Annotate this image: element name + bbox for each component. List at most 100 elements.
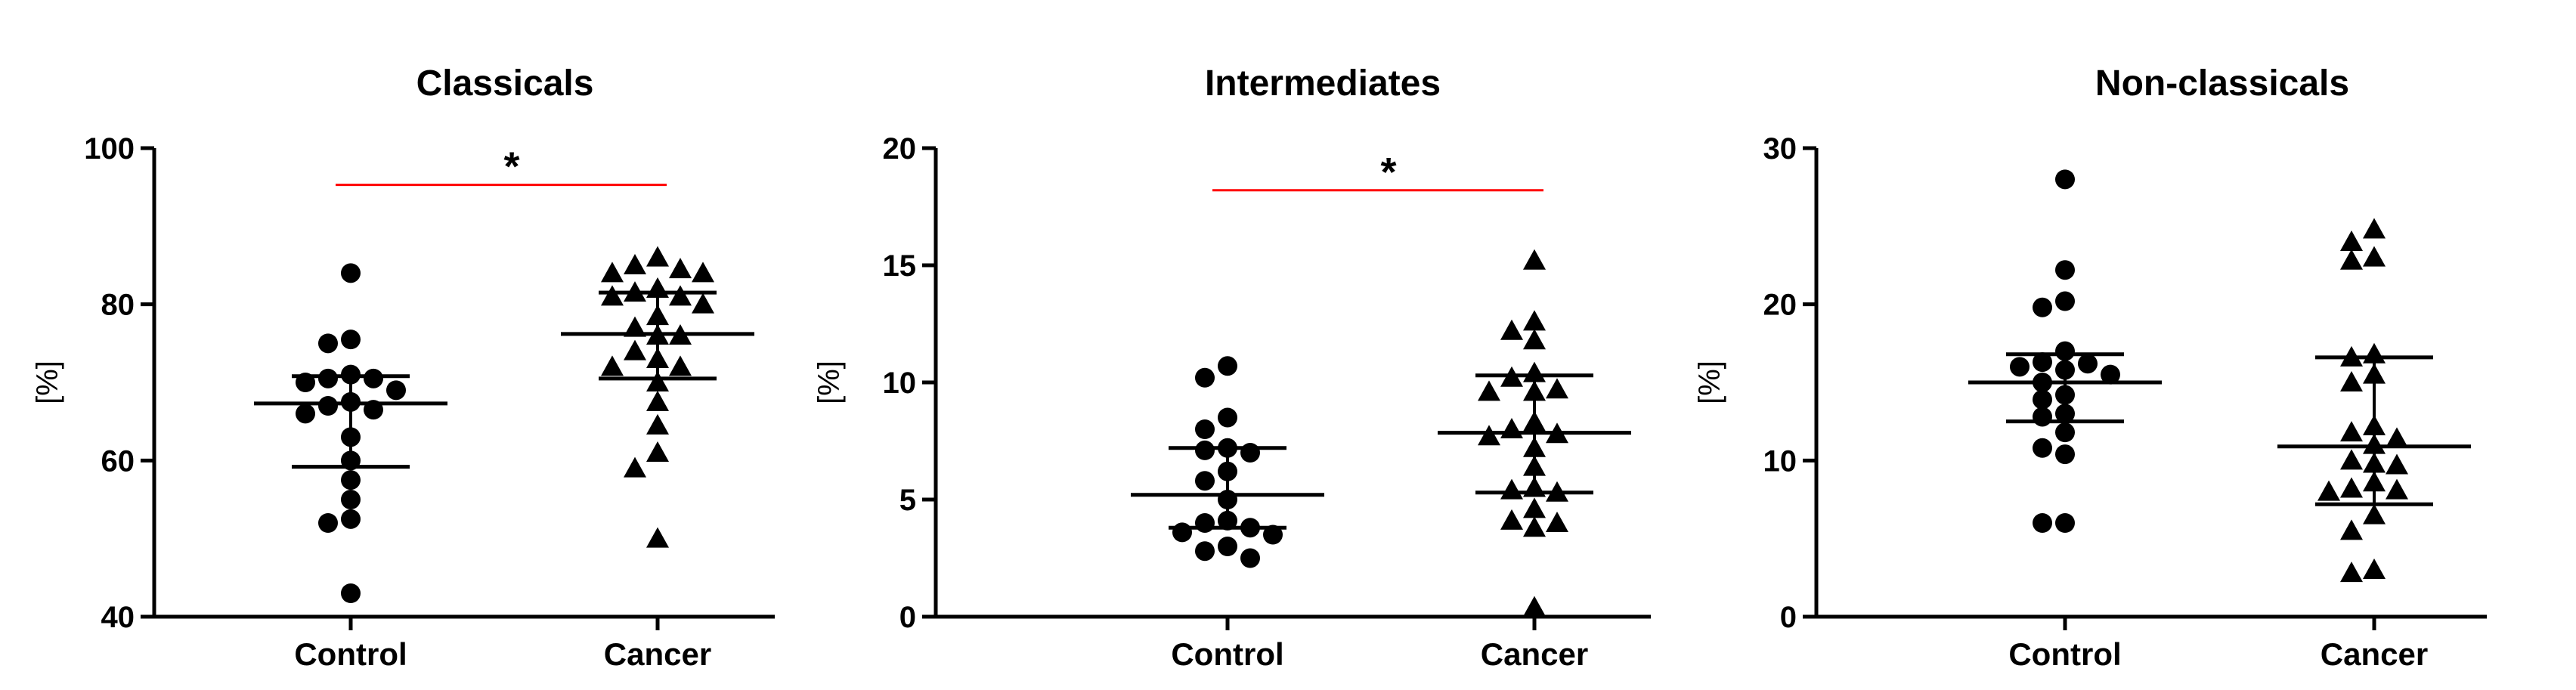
data-point-cancer [646,527,669,548]
data-point-cancer [669,285,692,306]
chart-panel-3: Non-classicals [%] 0 10 20 30 Control Cancer [1693,63,2487,672]
y-tick-label: 30 [1763,132,1797,166]
y-tick-label: 5 [899,484,916,517]
data-point-cancer [1478,380,1500,401]
data-point-cancer [669,355,692,376]
data-point-control [341,583,361,603]
data-point-control [2010,357,2030,377]
data-point-control [1218,356,1237,376]
data-point-cancer [1500,418,1523,438]
data-point-control [318,333,338,354]
y-axis-label: [%] [31,360,64,404]
y-tick-label: 60 [101,444,135,478]
data-point-control [341,509,361,529]
significance-label: * [503,144,519,190]
chart-panel-1: Classicals [%] 40 60 80 100 Control Cancer * [31,63,775,672]
data-point-cancer [2340,371,2363,391]
series-cancer [2277,218,2471,583]
x-tick-label: Control [2008,636,2121,672]
data-point-control [1195,513,1215,533]
data-point-cancer [2340,477,2363,498]
data-point-cancer [692,261,714,283]
data-point-cancer [2340,519,2363,540]
chart-title: Intermediates [1205,63,1441,104]
y-tick-label: 100 [84,132,135,166]
y-tick-label: 15 [883,249,917,283]
data-point-control [2078,354,2098,374]
data-point-control [2101,364,2120,385]
x-tick-label: Cancer [2321,636,2428,672]
data-point-cancer [692,292,714,314]
data-point-cancer [601,261,624,283]
data-point-cancer [2340,562,2363,583]
data-point-cancer [601,285,624,306]
series-control [254,263,447,603]
data-point-control [2033,297,2052,317]
y-tick-label: 20 [883,132,917,166]
x-tick-label: Cancer [1481,636,1588,672]
data-point-control [2055,513,2075,533]
chart-title: Classicals [416,63,594,104]
data-point-control [341,330,361,350]
data-point-control [364,368,383,388]
data-point-control [2033,513,2052,533]
series-cancer [1438,249,1631,617]
data-point-control [318,396,338,416]
data-point-cancer [1500,509,1523,530]
data-point-cancer [646,390,669,411]
data-point-control [341,490,361,509]
data-point-cancer [1523,516,1546,537]
data-point-control [2033,389,2052,410]
data-point-cancer [2317,480,2340,501]
data-point-control [1240,443,1260,463]
data-point-cancer [624,456,646,478]
data-point-cancer [2340,449,2363,470]
data-point-cancer [1478,425,1500,446]
data-point-cancer [646,441,669,462]
data-point-cancer [2340,421,2363,442]
data-point-cancer [1546,512,1568,532]
y-tick-label: 80 [101,289,135,322]
data-point-control [2033,352,2052,373]
data-point-cancer [2363,218,2386,239]
data-point-control [1218,537,1237,556]
data-point-cancer [2363,558,2386,579]
data-point-control [1195,419,1215,439]
data-point-cancer [1523,497,1546,518]
data-point-control [2055,422,2075,443]
y-tick-label: 0 [899,601,916,634]
data-point-cancer [2386,427,2408,448]
data-point-cancer [624,316,646,337]
data-point-control [1240,548,1260,568]
x-tick-label: Control [294,636,407,672]
data-point-control [386,380,406,401]
data-point-cancer [2340,231,2363,251]
data-point-control [2033,438,2052,458]
y-tick-label: 20 [1763,289,1797,322]
y-axis-label: [%] [1693,360,1726,404]
data-point-control [318,368,338,388]
data-point-control [1195,367,1215,388]
data-point-cancer [1523,329,1546,350]
x-tick-label: Cancer [604,636,711,672]
data-point-cancer [2386,478,2408,500]
data-point-cancer [2386,453,2408,475]
y-tick-label: 40 [101,601,135,634]
data-point-control [1263,524,1283,545]
data-point-cancer [2363,503,2386,524]
data-point-control [2055,444,2075,465]
data-point-cancer [2363,246,2386,267]
x-tick-label: Control [1171,636,1283,672]
series-cancer [561,246,754,548]
data-point-cancer [1523,310,1546,331]
data-point-control [1172,522,1192,543]
data-point-cancer [646,371,669,391]
significance-label: * [1380,150,1396,195]
data-point-control [1195,471,1215,491]
chart-title: Non-classicals [2095,63,2349,104]
data-point-control [1195,440,1215,460]
data-point-cancer [1523,596,1546,617]
data-point-cancer [1523,249,1546,270]
data-point-cancer [624,254,646,274]
